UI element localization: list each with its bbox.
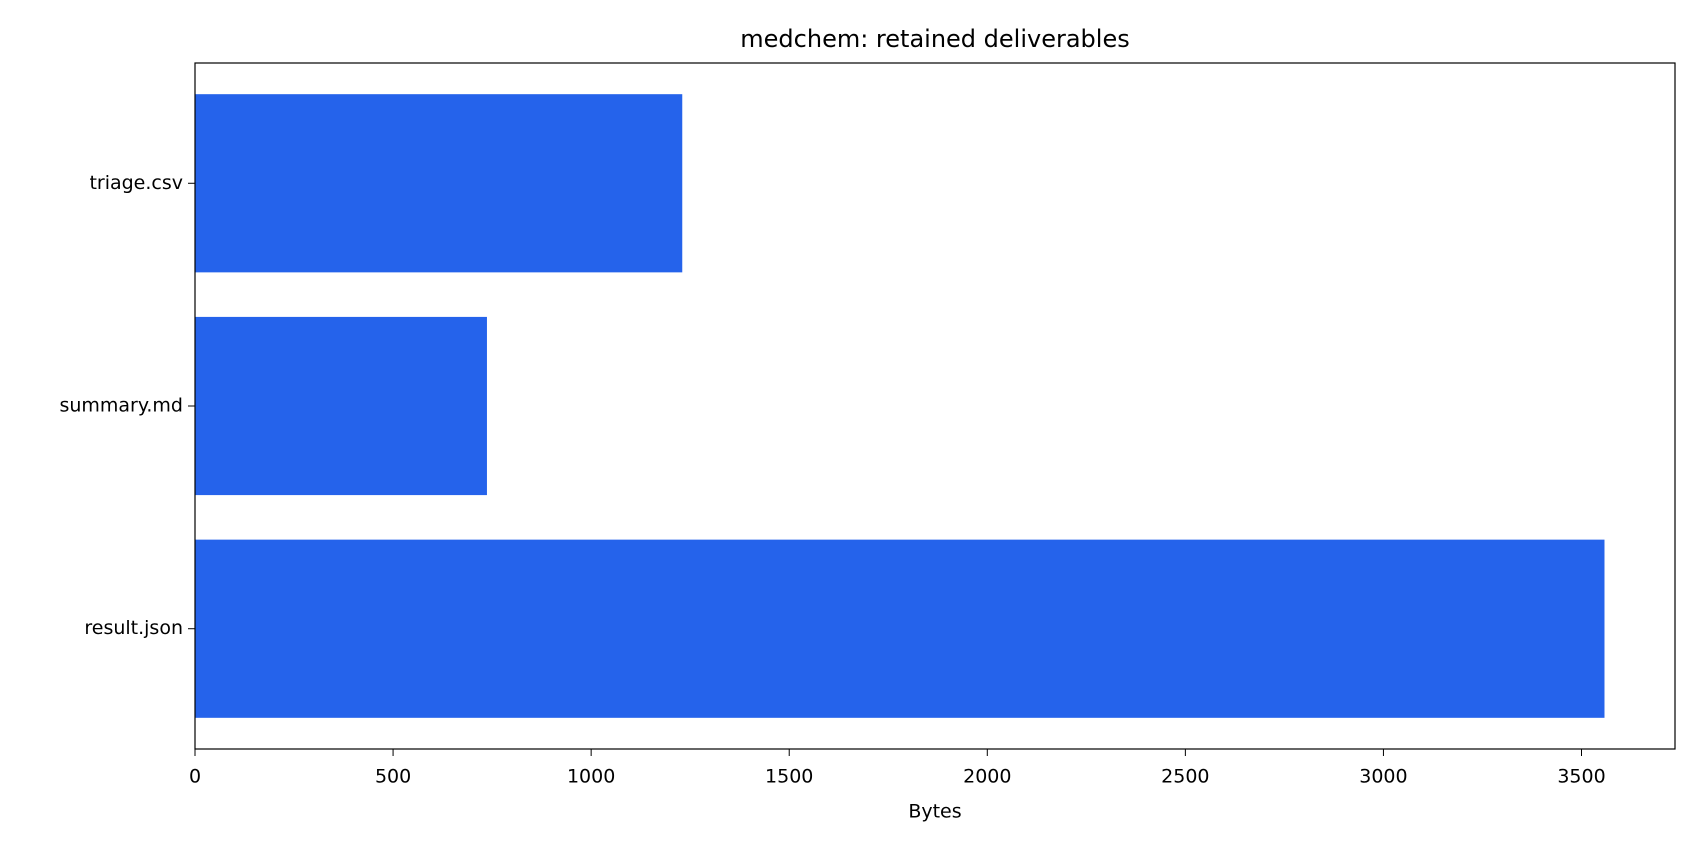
x-tick-label: 2500 [1161, 766, 1209, 788]
y-tick-label: summary.md [59, 395, 183, 417]
chart-title: medchem: retained deliverables [740, 25, 1129, 53]
x-tick-label: 1000 [567, 766, 615, 788]
x-tick-label: 2000 [963, 766, 1011, 788]
y-tick-label: result.json [84, 617, 183, 639]
bar [195, 94, 683, 273]
x-tick-label: 3000 [1359, 766, 1407, 788]
x-tick-label: 0 [189, 766, 201, 788]
x-axis-label: Bytes [908, 801, 961, 823]
bar [195, 316, 487, 496]
y-tick-label: triage.csv [89, 172, 183, 194]
bar [195, 539, 1605, 718]
x-tick-label: 1500 [765, 766, 813, 788]
plot-frame [194, 62, 1676, 750]
x-tick-label: 500 [375, 766, 411, 788]
x-tick-label: 3500 [1557, 766, 1605, 788]
